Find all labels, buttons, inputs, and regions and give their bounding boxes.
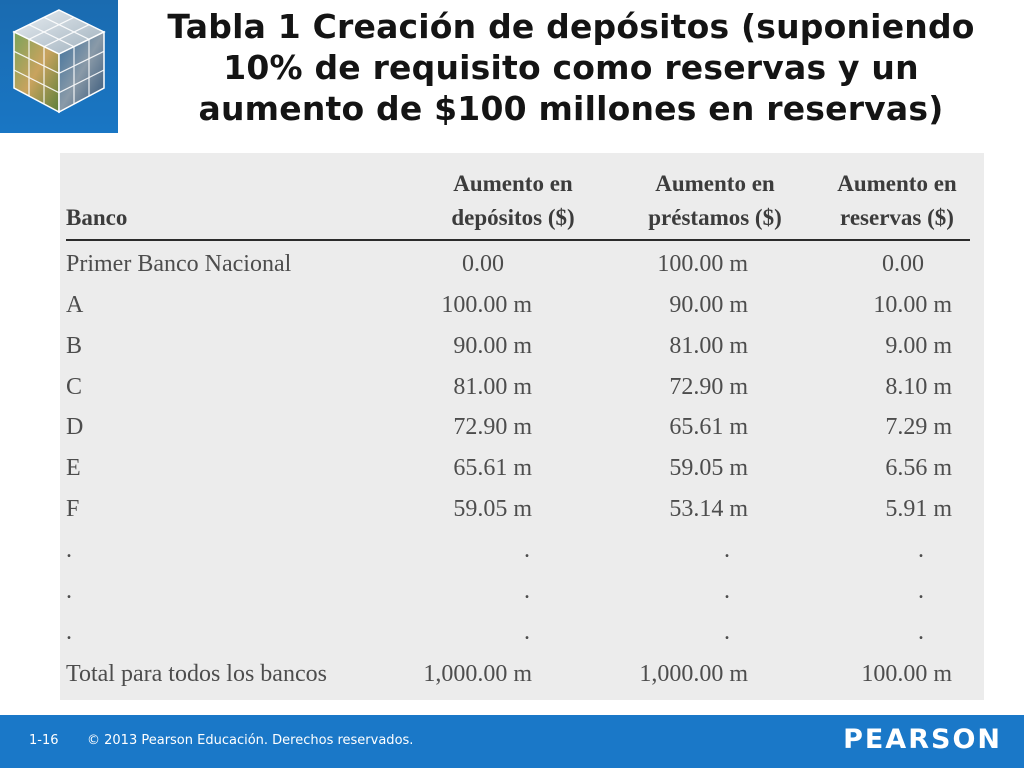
bank-cell: . xyxy=(66,578,72,604)
header-loans: Aumento en préstamos ($) xyxy=(620,167,810,235)
page-number: 1-16 xyxy=(29,733,59,748)
table-row-total: Total para todos los bancos 1,000.00 m 1… xyxy=(60,654,984,694)
loans-cell: 100.00 m xyxy=(657,251,748,277)
reserves-cell: 10.00 m xyxy=(873,292,952,318)
table-row: C 81.00 m 72.90 m 8.10 m xyxy=(60,367,984,407)
bank-cell: E xyxy=(66,455,81,481)
loans-cell: 59.05 m xyxy=(669,455,748,481)
header-deposits: Aumento en depósitos ($) xyxy=(418,167,608,235)
cube-logo-image xyxy=(0,0,118,133)
bank-cell: C xyxy=(66,374,83,400)
reserves-cell: 7.29 m xyxy=(885,414,952,440)
deposits-cell: 90.00 m xyxy=(453,333,532,359)
header-divider xyxy=(66,239,970,241)
loans-cell: . xyxy=(724,537,730,563)
bank-cell: F xyxy=(66,496,80,522)
reserves-cell: 0.00 xyxy=(882,251,924,277)
loans-cell: 81.00 m xyxy=(669,333,748,359)
reserves-cell: . xyxy=(918,537,924,563)
pearson-logo: PEARSON xyxy=(843,724,1002,755)
header-deposits-line: depósitos ($) xyxy=(451,205,575,230)
bank-cell: Total para todos los bancos xyxy=(66,661,327,687)
deposits-cell: 0.00 xyxy=(462,251,504,277)
reserves-cell: 8.10 m xyxy=(885,374,952,400)
loans-cell: . xyxy=(724,619,730,645)
slide-title-line: Tabla 1 Creación de depósitos (suponiend… xyxy=(167,7,975,46)
reserves-cell: . xyxy=(918,578,924,604)
reserves-cell: 9.00 m xyxy=(885,333,952,359)
table-row: B 90.00 m 81.00 m 9.00 m xyxy=(60,326,984,366)
deposits-cell: 81.00 m xyxy=(453,374,532,400)
deposits-cell: 65.61 m xyxy=(453,455,532,481)
table-row: . . . . xyxy=(60,530,984,570)
loans-cell: 90.00 m xyxy=(669,292,748,318)
table-row: . . . . xyxy=(60,612,984,652)
header-bank: Banco xyxy=(66,205,128,230)
bank-cell: B xyxy=(66,333,83,359)
header-reserves-line: reservas ($) xyxy=(840,205,954,230)
header-deposits-line: Aumento en xyxy=(453,171,573,196)
header-reserves: Aumento en reservas ($) xyxy=(818,167,976,235)
loans-cell: 65.61 m xyxy=(669,414,748,440)
table-row: F 59.05 m 53.14 m 5.91 m xyxy=(60,489,984,529)
deposits-cell: . xyxy=(524,537,530,563)
deposits-cell: 1,000.00 m xyxy=(423,661,532,687)
reserves-cell: . xyxy=(918,619,924,645)
deposits-cell: . xyxy=(524,578,530,604)
bank-cell: D xyxy=(66,414,84,440)
deposits-cell: . xyxy=(524,619,530,645)
deposits-cell: 72.90 m xyxy=(453,414,532,440)
deposit-creation-table: Banco Aumento en depósitos ($) Aumento e… xyxy=(60,153,984,700)
table-row: A 100.00 m 90.00 m 10.00 m xyxy=(60,285,984,325)
reserves-cell: 6.56 m xyxy=(885,455,952,481)
copyright-text: © 2013 Pearson Educación. Derechos reser… xyxy=(87,733,414,748)
header-reserves-line: Aumento en xyxy=(837,171,957,196)
reserves-cell: 5.91 m xyxy=(885,496,952,522)
table-row: E 65.61 m 59.05 m 6.56 m xyxy=(60,448,984,488)
table-row: D 72.90 m 65.61 m 7.29 m xyxy=(60,407,984,447)
footer-bar: 1-16 © 2013 Pearson Educación. Derechos … xyxy=(0,715,1024,768)
deposits-cell: 100.00 m xyxy=(441,292,532,318)
deposits-cell: 59.05 m xyxy=(453,496,532,522)
bank-cell: Primer Banco Nacional xyxy=(66,251,292,277)
table-row: . . . . xyxy=(60,571,984,611)
slide-title: Tabla 1 Creación de depósitos (suponiend… xyxy=(126,6,1016,129)
bank-cell: . xyxy=(66,619,72,645)
header-loans-line: préstamos ($) xyxy=(648,205,782,230)
loans-cell: 53.14 m xyxy=(669,496,748,522)
reserves-cell: 100.00 m xyxy=(861,661,952,687)
slide-title-line: 10% de requisito como reservas y un xyxy=(223,48,919,87)
bank-cell: A xyxy=(66,292,84,318)
table-row: Primer Banco Nacional 0.00 100.00 m 0.00 xyxy=(60,244,984,284)
bank-cell: . xyxy=(66,537,72,563)
slide-title-line: aumento de $100 millones en reservas) xyxy=(198,89,944,128)
loans-cell: 72.90 m xyxy=(669,374,748,400)
header-loans-line: Aumento en xyxy=(655,171,775,196)
loans-cell: . xyxy=(724,578,730,604)
loans-cell: 1,000.00 m xyxy=(639,661,748,687)
